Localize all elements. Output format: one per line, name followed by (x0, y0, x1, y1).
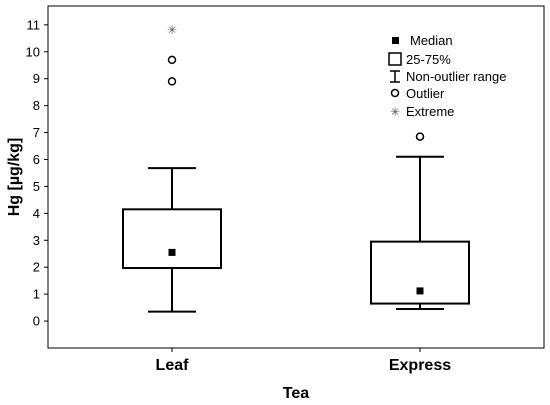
x-tick-label: Express (389, 357, 451, 374)
box-group: ✳ (122, 23, 222, 313)
y-tick-label: 1 (33, 287, 40, 302)
y-tick-label: 0 (33, 314, 40, 329)
legend-extreme-swatch: ✳ (390, 105, 400, 119)
y-tick-label: 5 (33, 179, 40, 194)
outlier-point (415, 132, 425, 141)
y-tick-label: 3 (33, 233, 40, 248)
plot-frame (47, 5, 545, 349)
x-axis-label: Tea (283, 385, 309, 402)
legend-extreme-label: Extreme (406, 104, 454, 119)
extreme-point: ✳ (167, 23, 177, 37)
legend-box-swatch (388, 52, 402, 66)
y-tick-label: 6 (33, 152, 40, 167)
median-marker (416, 287, 424, 295)
legend-outlier-swatch (390, 88, 400, 98)
legend-median-label: Median (410, 33, 453, 48)
legend: Median 25-75% Non-outlier range Outlier … (388, 33, 506, 119)
iqr-box (122, 208, 222, 270)
outlier-point (167, 55, 177, 65)
y-tick-label: 2 (33, 260, 40, 275)
y-tick-label: 4 (33, 206, 40, 221)
legend-whisker-label: Non-outlier range (406, 69, 506, 84)
median-marker (168, 248, 176, 256)
legend-median-swatch (392, 37, 399, 44)
legend-outlier-label: Outlier (406, 86, 445, 101)
y-tick-label: 10 (26, 44, 40, 59)
y-tick-label: 8 (33, 98, 40, 113)
box-group (370, 132, 470, 310)
y-axis-label: Hg [µg/kg] (6, 138, 23, 217)
legend-box-label: 25-75% (406, 52, 451, 67)
legend-whisker-swatch (390, 70, 400, 83)
outlier-point (167, 77, 177, 86)
y-tick-label: 11 (27, 17, 41, 32)
y-tick-label: 9 (33, 71, 40, 86)
x-tick-label: Leaf (156, 357, 190, 374)
y-tick-label: 7 (33, 125, 40, 140)
